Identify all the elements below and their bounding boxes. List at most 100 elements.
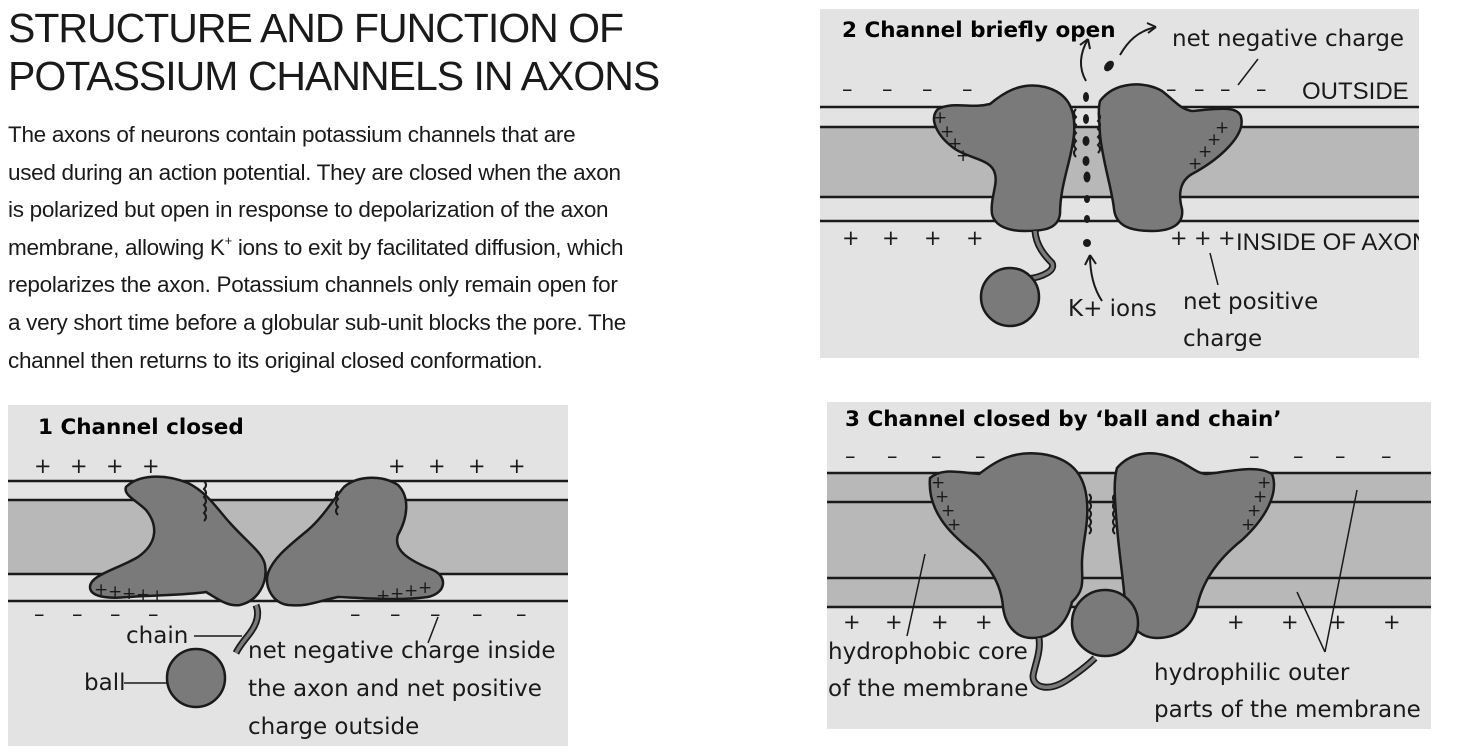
title-line-2: POTASSIUM CHANNELS IN AXONS: [8, 53, 660, 99]
k-ion: [1083, 92, 1089, 102]
channel-protein-right: [1097, 83, 1243, 233]
diagram-channel-closed: 1 Channel closed + + + + + + +: [8, 415, 568, 740]
plus-sign: +: [136, 585, 150, 605]
protein-charges: + + + + + + + +: [931, 473, 1271, 535]
gate-teeth-right: [1112, 493, 1117, 535]
intro-line: used during an action potential. They ar…: [8, 159, 621, 185]
minus-sign: –: [962, 77, 973, 101]
plus-sign: +: [882, 226, 900, 250]
minus-sign: –: [882, 77, 893, 101]
intro-line: a very short time before a globular sub-…: [8, 309, 626, 335]
k-ion: [1082, 136, 1090, 146]
k-ion: [1084, 195, 1090, 203]
intro-line: membrane, allowing K+ ions to exit by fa…: [8, 229, 748, 267]
k-ion: [1104, 60, 1114, 72]
plus-sign: +: [94, 580, 108, 600]
plus-sign: +: [842, 226, 860, 250]
plus-sign: +: [418, 578, 432, 598]
minus-sign: –: [350, 602, 361, 626]
plus-sign: +: [1383, 610, 1401, 634]
intro-line: is polarized but open in response to dep…: [8, 197, 609, 223]
gate-teeth-right: [1096, 112, 1101, 154]
plus-sign: +: [122, 584, 136, 604]
plus-sign: +: [404, 581, 418, 601]
intro-text: ions to exit by facilitated diffusion, w…: [231, 234, 624, 260]
plus-sign: +: [1218, 226, 1236, 250]
arrow-icon: [1119, 26, 1157, 56]
label-chain: chain: [126, 623, 188, 649]
charges-inside: + + + + + + +: [842, 226, 1236, 250]
minus-sign: –: [34, 602, 45, 626]
plus-sign: +: [885, 610, 903, 634]
label-ball: ball: [84, 670, 125, 696]
plus-sign: +: [34, 454, 52, 478]
plus-sign: +: [70, 454, 88, 478]
plus-sign: +: [966, 226, 984, 250]
label-net-charge: net negative charge inside: [248, 638, 555, 664]
title-line-1: STRUCTURE AND FUNCTION OF: [8, 5, 624, 51]
ball: [165, 647, 227, 709]
plus-sign: +: [924, 226, 942, 250]
arrow-icon: [1080, 38, 1089, 82]
k-ion: [1083, 171, 1091, 183]
minus-sign: –: [887, 444, 898, 468]
plus-sign: +: [933, 108, 947, 128]
plus-sign: +: [1247, 501, 1261, 521]
protein-charges: + + + + + + + +: [933, 108, 1229, 174]
plus-sign: +: [931, 473, 945, 493]
channel-protein-right: [265, 476, 445, 607]
plus-sign: +: [1188, 154, 1202, 174]
channel-protein-left: [88, 475, 267, 607]
plus-sign: +: [1170, 226, 1188, 250]
plus-sign: +: [1198, 142, 1212, 162]
label-k-ions: K+ ions: [1068, 296, 1157, 322]
charges-outside: – – – – – – – –: [842, 77, 1267, 101]
minus-sign: –: [148, 602, 159, 626]
plus-sign: +: [1281, 610, 1299, 634]
plus-sign: +: [1241, 515, 1255, 535]
minus-sign: –: [922, 77, 933, 101]
charges-outside: – – – – – – – –: [845, 444, 1392, 468]
minus-sign: –: [72, 602, 83, 626]
diagram-ball-and-chain: 3 Channel closed by ‘ball and chain’ – –…: [827, 407, 1431, 723]
minus-sign: –: [931, 444, 942, 468]
intro-line: repolarizes the axon. Potassium channels…: [8, 272, 618, 298]
plus-sign: +: [1227, 610, 1245, 634]
plus-sign: +: [468, 454, 486, 478]
panel-title: 1 Channel closed: [38, 415, 244, 440]
label-hydrophilic-outer: parts of the membrane: [1154, 697, 1421, 723]
leader-line: [1296, 591, 1326, 653]
label-net-positive: charge: [1183, 326, 1262, 352]
page-title: STRUCTURE AND FUNCTION OF POTASSIUM CHAN…: [8, 4, 660, 100]
label-net-charge: the axon and net positive: [248, 676, 542, 702]
plus-sign: +: [1207, 130, 1221, 150]
plus-sign: +: [1253, 487, 1267, 507]
plus-sign: +: [142, 454, 160, 478]
potassium-ions: [1082, 60, 1114, 247]
plus-sign: +: [390, 584, 404, 604]
plus-sign: +: [935, 487, 949, 507]
plus-sign: +: [508, 454, 526, 478]
leader-line: [1209, 252, 1219, 286]
plus-sign: +: [956, 146, 970, 166]
label-hydrophilic-outer: hydrophilic outer: [1154, 660, 1350, 686]
channel-protein-right: [1113, 452, 1276, 640]
minus-sign: –: [1166, 77, 1177, 101]
label-hydrophobic-core: hydrophobic core: [828, 639, 1028, 665]
minus-sign: –: [1220, 77, 1231, 101]
label-inside-of-axon: INSIDE OF AXON: [1236, 229, 1419, 256]
plus-sign: +: [106, 454, 124, 478]
plus-sign: +: [1257, 473, 1271, 493]
minus-sign: –: [472, 602, 483, 626]
charges-inside: + + + + + + + +: [843, 610, 1401, 634]
arrow-icon: [1089, 254, 1103, 302]
label-net-positive: net positive: [1183, 289, 1318, 315]
charges-outside: + + + + + + + +: [34, 454, 526, 478]
minus-sign: –: [1194, 77, 1205, 101]
gate-teeth-left: [1073, 108, 1078, 158]
plus-sign: +: [843, 610, 861, 634]
panel-ball-and-chain: 3 Channel closed by ‘ball and chain’ – –…: [827, 402, 1431, 729]
intro-line: channel then returns to its original clo…: [8, 347, 543, 373]
leader-line: [1324, 489, 1358, 653]
protein-charges: + + + + + + + + +: [94, 578, 432, 606]
